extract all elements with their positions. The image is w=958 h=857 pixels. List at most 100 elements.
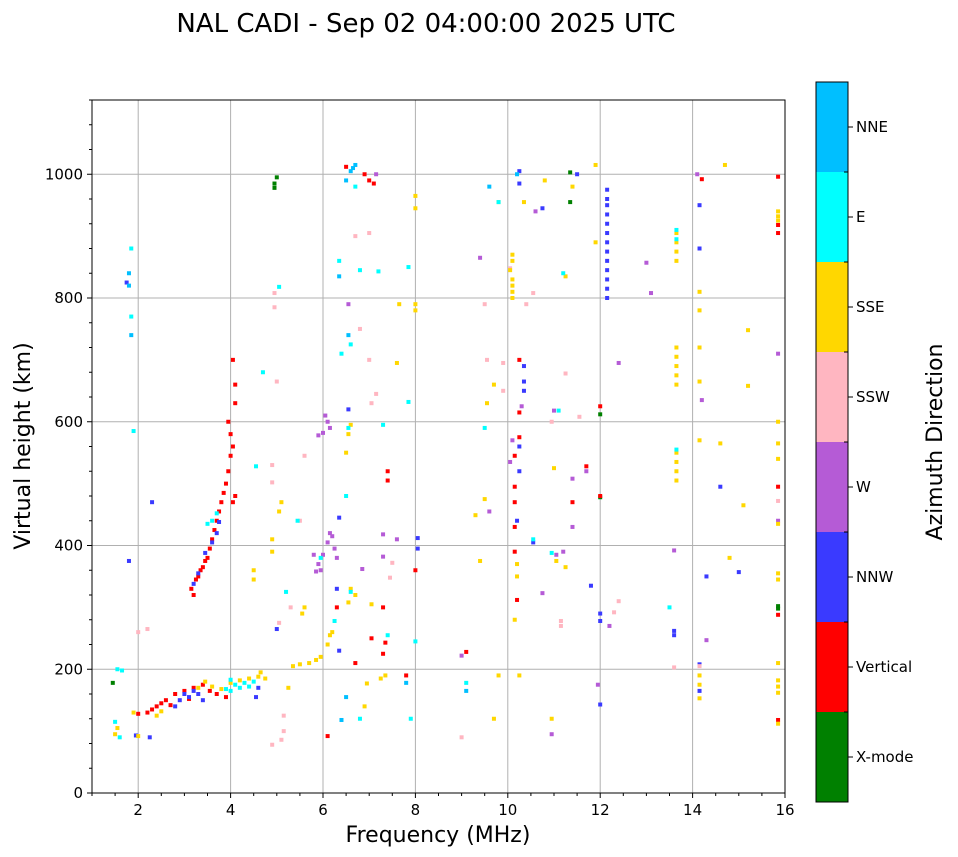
data-point [577,414,582,419]
data-point [616,360,621,365]
data-point [110,680,115,685]
plot-area: 2 4 6 8 10 12 14 16 0 200 400 600 800 1000 [45,99,795,819]
data-point [649,291,654,296]
data-point [226,469,231,474]
data-point [674,478,679,483]
data-point [316,562,321,567]
data-point [314,657,319,662]
data-point [508,268,513,273]
data-point [270,463,275,468]
data-point [210,540,215,545]
data-point [362,704,367,709]
data-point [348,342,353,347]
data-point [776,721,781,726]
data-point [549,419,554,424]
data-point [353,162,358,167]
colorbar-tick-label: SSW [856,388,890,406]
data-point [374,172,379,177]
data-point [230,357,235,362]
data-point [605,187,610,192]
data-point [369,401,374,406]
data-point [517,357,522,362]
data-point [394,360,399,365]
data-point [191,685,196,690]
data-point [487,184,492,189]
data-point [697,682,702,687]
colorbar-frame [815,81,849,803]
data-point [228,432,233,437]
data-point [191,688,196,693]
data-point [674,240,679,245]
data-point [318,555,323,560]
colorbar-segment-x-mode [816,712,848,802]
data-point [415,546,420,551]
data-point [515,518,520,523]
data-point [173,692,178,696]
data-point [464,649,469,654]
series-w [311,172,781,737]
data-point [496,200,501,205]
data-point [270,742,275,747]
data-point [616,599,621,604]
x-tick-label: 16 [775,801,794,819]
data-point [674,382,679,387]
data-point [217,519,222,524]
data-point [348,586,353,591]
data-point [397,302,402,307]
data-point [517,435,522,440]
data-point [563,274,568,279]
data-point [221,490,226,495]
data-point [406,265,411,270]
data-point [279,500,284,505]
data-point [697,289,702,294]
data-point [485,401,490,406]
data-point [776,218,781,223]
data-point [337,515,342,520]
series-ssw [136,231,781,747]
data-point [510,438,515,443]
data-point [210,537,215,542]
data-point [325,419,330,424]
data-point [584,464,589,469]
data-point [570,500,575,505]
data-point [727,555,732,560]
data-point [674,227,679,232]
data-point [554,552,559,557]
data-point [337,274,342,279]
data-point [191,593,196,597]
data-point [272,291,277,296]
data-point [517,410,522,415]
data-point [697,379,702,384]
data-point [189,586,194,591]
data-point [302,453,307,458]
data-point [605,286,610,291]
y-tick-label: 600 [54,413,83,431]
data-point [367,357,372,362]
data-point [334,555,339,560]
data-point [124,280,129,285]
data-point [258,670,263,675]
data-point [334,586,339,591]
data-point [598,702,603,707]
data-point [286,685,291,690]
data-point [332,618,337,623]
data-point [334,605,339,610]
data-point [593,162,598,167]
data-point [346,425,351,430]
data-point [136,630,141,635]
series-nne [126,162,520,722]
data-point [126,283,131,288]
data-point [339,351,344,356]
data-point [145,710,150,715]
data-point [233,494,238,498]
data-point [605,221,610,226]
data-point [510,258,515,263]
data-point [607,623,612,628]
data-point [230,444,235,449]
data-point [228,453,233,458]
data-point [187,695,192,700]
x-tick-label: 10 [498,801,517,819]
data-point [595,682,600,687]
data-point [196,574,201,579]
data-point [510,283,515,288]
